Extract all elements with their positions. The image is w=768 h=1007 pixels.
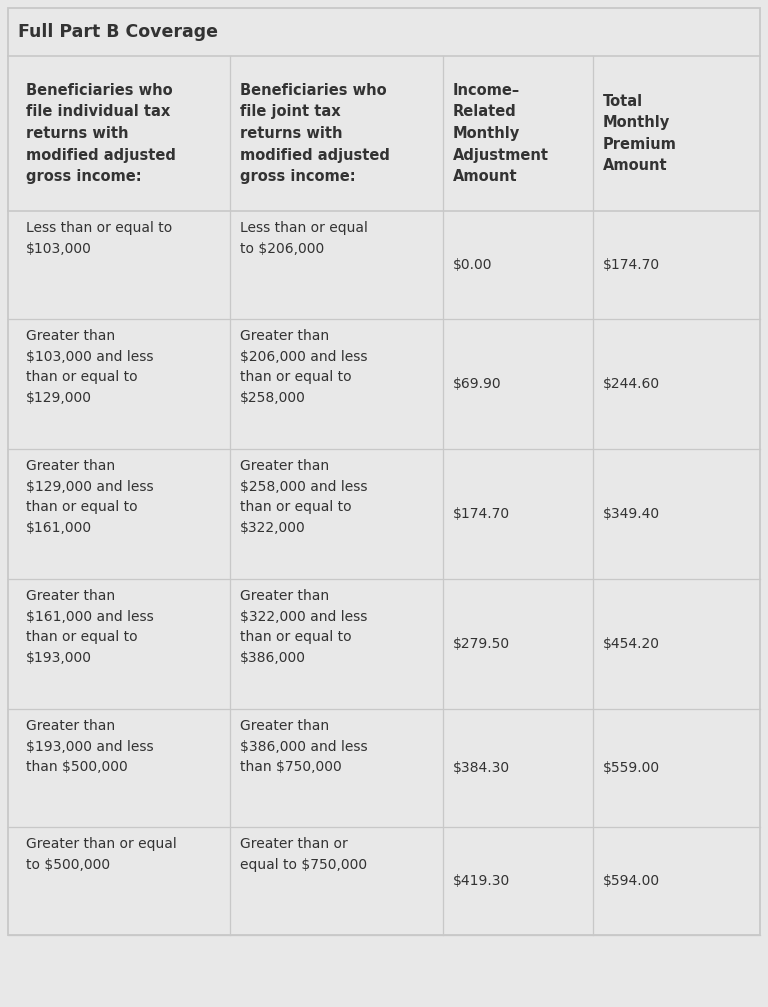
Text: $594.00: $594.00: [603, 874, 660, 888]
Text: $349.40: $349.40: [603, 507, 660, 521]
Text: Beneficiaries who
file individual tax
returns with
modified adjusted
gross incom: Beneficiaries who file individual tax re…: [26, 83, 176, 184]
Text: $454.20: $454.20: [603, 637, 660, 651]
Text: Greater than or equal
to $500,000: Greater than or equal to $500,000: [26, 837, 177, 872]
Text: Total
Monthly
Premium
Amount: Total Monthly Premium Amount: [603, 94, 677, 173]
Text: Beneficiaries who
file joint tax
returns with
modified adjusted
gross income:: Beneficiaries who file joint tax returns…: [240, 83, 390, 184]
Text: Greater than
$193,000 and less
than $500,000: Greater than $193,000 and less than $500…: [26, 719, 154, 774]
Bar: [8, 709, 760, 827]
Bar: [8, 449, 760, 579]
Text: Greater than
$161,000 and less
than or equal to
$193,000: Greater than $161,000 and less than or e…: [26, 589, 154, 665]
Bar: [8, 579, 760, 709]
Text: Greater than
$386,000 and less
than $750,000: Greater than $386,000 and less than $750…: [240, 719, 368, 774]
Text: $559.00: $559.00: [603, 761, 660, 775]
Text: $174.70: $174.70: [453, 507, 510, 521]
Text: $69.90: $69.90: [453, 377, 502, 391]
Bar: [8, 56, 760, 211]
Text: $0.00: $0.00: [453, 258, 492, 272]
Text: $419.30: $419.30: [453, 874, 510, 888]
Text: $279.50: $279.50: [453, 637, 510, 651]
Bar: [8, 8, 760, 56]
Bar: [8, 827, 760, 936]
Text: Greater than
$206,000 and less
than or equal to
$258,000: Greater than $206,000 and less than or e…: [240, 329, 368, 405]
Text: $384.30: $384.30: [453, 761, 510, 775]
Text: $244.60: $244.60: [603, 377, 660, 391]
Bar: [8, 319, 760, 449]
Text: Full Part B Coverage: Full Part B Coverage: [18, 23, 218, 41]
Text: Income–
Related
Monthly
Adjustment
Amount: Income– Related Monthly Adjustment Amoun…: [453, 83, 549, 184]
Text: Greater than
$258,000 and less
than or equal to
$322,000: Greater than $258,000 and less than or e…: [240, 459, 368, 535]
Text: Greater than
$322,000 and less
than or equal to
$386,000: Greater than $322,000 and less than or e…: [240, 589, 367, 665]
Text: Greater than
$129,000 and less
than or equal to
$161,000: Greater than $129,000 and less than or e…: [26, 459, 154, 535]
Text: Less than or equal
to $206,000: Less than or equal to $206,000: [240, 221, 368, 256]
Bar: [8, 211, 760, 319]
Text: Less than or equal to
$103,000: Less than or equal to $103,000: [26, 221, 172, 256]
Text: Greater than
$103,000 and less
than or equal to
$129,000: Greater than $103,000 and less than or e…: [26, 329, 154, 405]
Text: Greater than or
equal to $750,000: Greater than or equal to $750,000: [240, 837, 367, 872]
Text: $174.70: $174.70: [603, 258, 660, 272]
